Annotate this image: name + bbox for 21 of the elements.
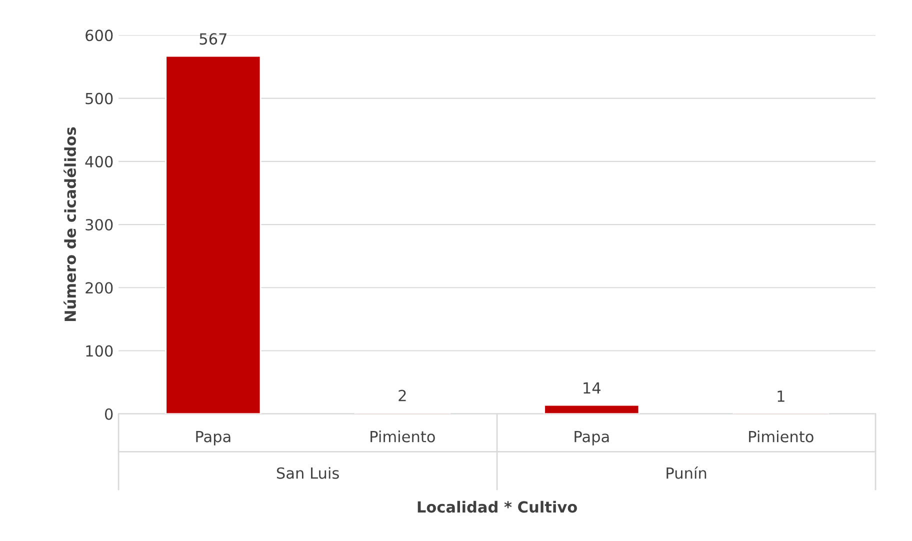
y-tick-label: 400 (85, 156, 113, 168)
text: San Luis (276, 467, 339, 479)
bar (165, 55, 262, 414)
data-label: 2 (398, 390, 406, 402)
y-axis-title: Número de cicadélidos (64, 127, 76, 322)
bar (544, 404, 640, 414)
text: Punín (666, 466, 706, 479)
x-tick-label: Pimiento (749, 430, 814, 442)
x-axis-title: Localidad * Cultivo (418, 500, 577, 513)
x-tick-label: Papa (196, 431, 230, 446)
data-label: 14 (584, 382, 601, 394)
data-label: 567 (200, 33, 226, 45)
y-tick-label: 0 (104, 408, 113, 420)
y-tick-label: 300 (86, 218, 113, 231)
y-tick-label: 600 (86, 30, 113, 42)
data-label: 1 (778, 390, 784, 402)
y-tick-label: 100 (86, 345, 113, 357)
x-tick-label: Papa (574, 431, 609, 446)
x-tick-label: Pimiento (370, 430, 435, 442)
y-tick-label: 200 (86, 282, 113, 294)
y-tick-label: 500 (86, 92, 113, 104)
